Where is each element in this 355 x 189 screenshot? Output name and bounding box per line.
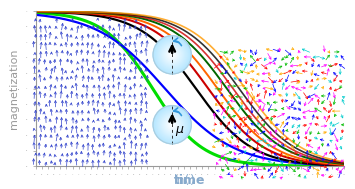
Circle shape	[162, 44, 183, 65]
Circle shape	[165, 48, 179, 61]
Circle shape	[161, 43, 184, 66]
Circle shape	[164, 116, 181, 133]
Circle shape	[163, 116, 181, 134]
Circle shape	[170, 53, 174, 57]
Circle shape	[171, 123, 174, 126]
Circle shape	[164, 47, 180, 63]
Text: ln(: ln(	[174, 174, 190, 187]
Circle shape	[161, 113, 184, 136]
Circle shape	[162, 114, 183, 135]
Circle shape	[161, 114, 183, 136]
Circle shape	[153, 36, 191, 74]
Text: time: time	[174, 174, 206, 187]
Circle shape	[163, 46, 181, 64]
Circle shape	[155, 108, 189, 142]
Circle shape	[172, 124, 173, 125]
Circle shape	[157, 39, 188, 70]
Circle shape	[157, 40, 187, 70]
Circle shape	[164, 117, 180, 133]
Circle shape	[168, 120, 176, 129]
Circle shape	[164, 47, 180, 62]
Circle shape	[156, 39, 189, 71]
Circle shape	[155, 38, 189, 72]
Circle shape	[164, 117, 180, 132]
Circle shape	[165, 118, 179, 132]
Circle shape	[168, 50, 176, 59]
Circle shape	[169, 122, 175, 128]
Circle shape	[167, 50, 178, 60]
Circle shape	[169, 51, 175, 58]
Circle shape	[168, 50, 177, 60]
Circle shape	[157, 110, 187, 139]
Circle shape	[166, 119, 179, 131]
Circle shape	[158, 40, 186, 69]
Circle shape	[167, 119, 178, 130]
Circle shape	[155, 38, 189, 71]
Circle shape	[160, 112, 185, 137]
Circle shape	[157, 109, 187, 140]
Y-axis label: 8: 8	[19, 88, 20, 89]
Circle shape	[171, 54, 173, 56]
Circle shape	[159, 41, 186, 68]
Circle shape	[172, 54, 173, 55]
Circle shape	[171, 53, 174, 56]
Circle shape	[166, 49, 178, 60]
Circle shape	[158, 41, 186, 69]
Circle shape	[157, 109, 188, 140]
Circle shape	[170, 122, 175, 127]
Text: magnetization: magnetization	[9, 49, 19, 129]
Circle shape	[165, 118, 179, 131]
Circle shape	[170, 123, 174, 127]
Circle shape	[168, 121, 176, 129]
Circle shape	[154, 107, 190, 142]
Circle shape	[160, 43, 184, 67]
Circle shape	[162, 45, 182, 65]
Circle shape	[161, 44, 183, 66]
Circle shape	[154, 37, 190, 73]
Circle shape	[160, 113, 184, 137]
Circle shape	[165, 48, 179, 62]
Circle shape	[169, 121, 175, 128]
Circle shape	[153, 36, 191, 74]
Circle shape	[162, 115, 182, 135]
Circle shape	[157, 40, 187, 70]
Circle shape	[159, 111, 186, 138]
Circle shape	[155, 108, 189, 141]
Circle shape	[166, 49, 179, 61]
Circle shape	[159, 112, 185, 138]
Circle shape	[163, 45, 182, 64]
Circle shape	[171, 124, 173, 126]
Circle shape	[170, 52, 175, 57]
Circle shape	[159, 42, 185, 68]
Circle shape	[154, 107, 190, 143]
Circle shape	[158, 111, 186, 139]
Circle shape	[168, 51, 176, 59]
Circle shape	[153, 106, 191, 143]
Circle shape	[154, 37, 190, 73]
Text: ): )	[190, 174, 195, 187]
Circle shape	[156, 108, 189, 141]
Text: $\mu$: $\mu$	[175, 124, 185, 138]
Circle shape	[169, 52, 175, 58]
Circle shape	[160, 42, 185, 67]
Circle shape	[158, 110, 186, 139]
Circle shape	[168, 120, 177, 129]
Circle shape	[153, 106, 191, 144]
Circle shape	[166, 119, 178, 130]
Circle shape	[164, 46, 181, 64]
Circle shape	[163, 115, 182, 134]
